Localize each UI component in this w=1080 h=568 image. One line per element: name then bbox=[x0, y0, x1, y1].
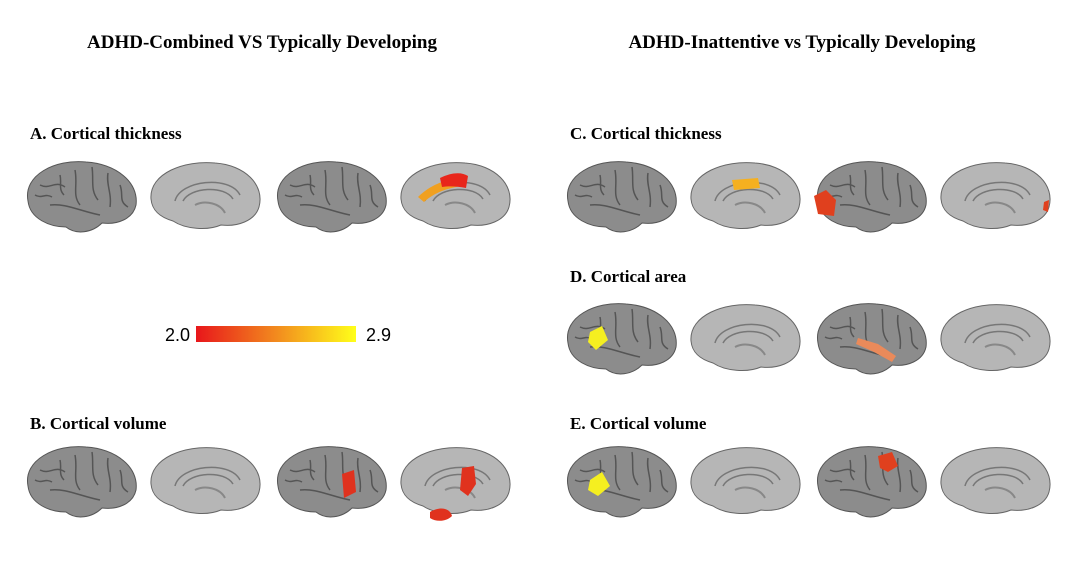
title: ADHD-Combined VS Typically Developing bbox=[87, 32, 437, 53]
brain bbox=[689, 161, 802, 230]
brain bbox=[939, 161, 1052, 230]
highlight bbox=[814, 190, 836, 216]
colorbar-label: 2.0 bbox=[165, 325, 190, 345]
highlight bbox=[460, 466, 476, 496]
brain bbox=[26, 160, 138, 233]
colorbar-label: 2.9 bbox=[366, 325, 391, 345]
highlight bbox=[856, 338, 896, 362]
brain bbox=[816, 445, 928, 518]
brain bbox=[689, 303, 802, 372]
panel-label: D. Cortical area bbox=[570, 267, 687, 286]
brain bbox=[939, 303, 1052, 372]
highlight bbox=[588, 326, 608, 350]
brain bbox=[566, 160, 678, 233]
brain bbox=[276, 445, 388, 518]
brain bbox=[816, 160, 928, 233]
colorbar bbox=[196, 326, 356, 342]
highlight bbox=[342, 470, 356, 498]
panel-label: B. Cortical volume bbox=[30, 414, 167, 433]
highlight bbox=[588, 472, 610, 496]
highlight bbox=[440, 173, 468, 188]
brain bbox=[149, 446, 262, 515]
brain bbox=[276, 160, 388, 233]
panel-label: C. Cortical thickness bbox=[570, 124, 722, 143]
brain bbox=[26, 445, 138, 518]
brain bbox=[689, 446, 802, 515]
brain bbox=[399, 161, 512, 230]
highlight bbox=[430, 508, 452, 521]
panel-label: A. Cortical thickness bbox=[30, 124, 182, 143]
highlight bbox=[878, 452, 898, 472]
brain bbox=[566, 302, 678, 375]
brain bbox=[399, 446, 512, 515]
highlight bbox=[1043, 200, 1049, 212]
panel-label: E. Cortical volume bbox=[570, 414, 707, 433]
brain bbox=[566, 445, 678, 518]
brain bbox=[939, 446, 1052, 515]
title: ADHD-Inattentive vs Typically Developing bbox=[628, 32, 976, 53]
brain bbox=[816, 302, 928, 375]
brain bbox=[149, 161, 262, 230]
highlight bbox=[732, 178, 760, 190]
